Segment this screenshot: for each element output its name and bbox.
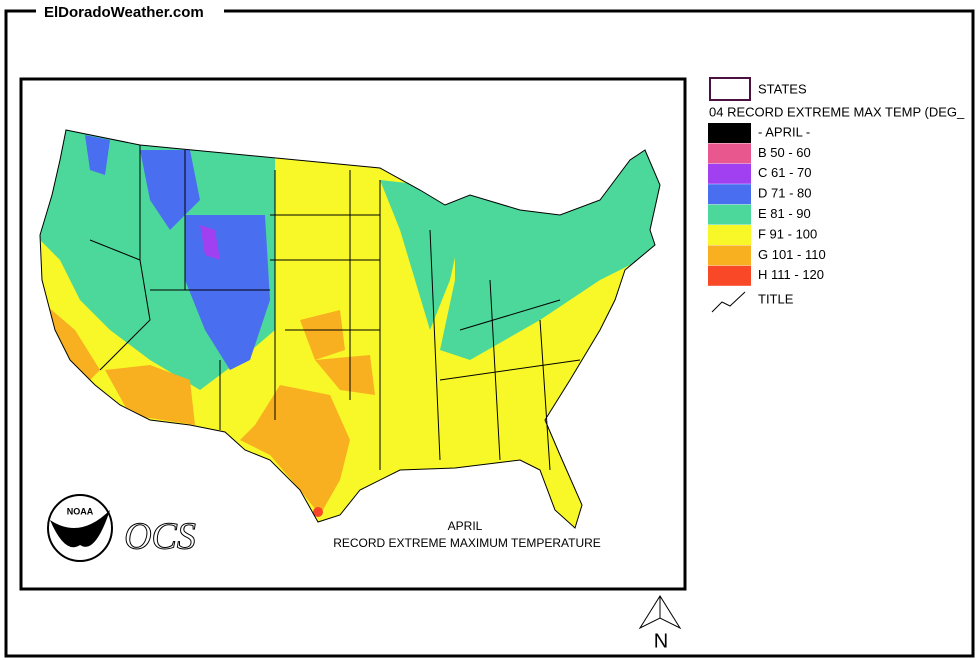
title-label: TITLE [758, 291, 794, 306]
legend-swatch [708, 204, 751, 225]
legend-swatch [708, 184, 751, 205]
legend-swatch [708, 143, 751, 164]
states-swatch [709, 77, 751, 101]
legend: - APRIL - B 50 - 60 C 61 - 70 D 71 - 80 E 81… [708, 123, 826, 286]
legend-label: C 61 - 70 [758, 165, 811, 180]
legend-swatch [708, 123, 751, 143]
legend-label: F 91 - 100 [758, 226, 817, 241]
legend-label: E 81 - 90 [758, 206, 811, 221]
site-bg [36, 3, 224, 21]
legend-swatch [708, 225, 751, 245]
layer-title: 04 RECORD EXTREME MAX TEMP (DEG_ [709, 104, 965, 119]
map-title: APRIL [448, 519, 483, 533]
states-label: STATES [758, 81, 807, 96]
noaa-bird [50, 510, 110, 548]
legend-label: D 71 - 80 [758, 186, 811, 201]
site-name: ElDoradoWeather.com [44, 4, 204, 21]
legend-swatch [708, 265, 751, 286]
legend-swatch [708, 163, 751, 184]
agency-text: OCS [124, 516, 196, 558]
outer-frame [4, 9, 975, 658]
legend-swatch [708, 245, 751, 266]
north-label: N [654, 630, 668, 652]
state-boundaries [39, 129, 661, 529]
legend-label: - APRIL - [758, 124, 810, 139]
title-icon [711, 291, 746, 313]
noaa-text: NOAA [67, 506, 94, 516]
map-subtitle: RECORD EXTREME MAXIMUM TEMPERATURE [333, 536, 601, 550]
legend-label: H 111 - 120 [758, 267, 824, 282]
legend-label: B 50 - 60 [758, 145, 811, 160]
legend-label: G 101 - 110 [758, 247, 826, 262]
